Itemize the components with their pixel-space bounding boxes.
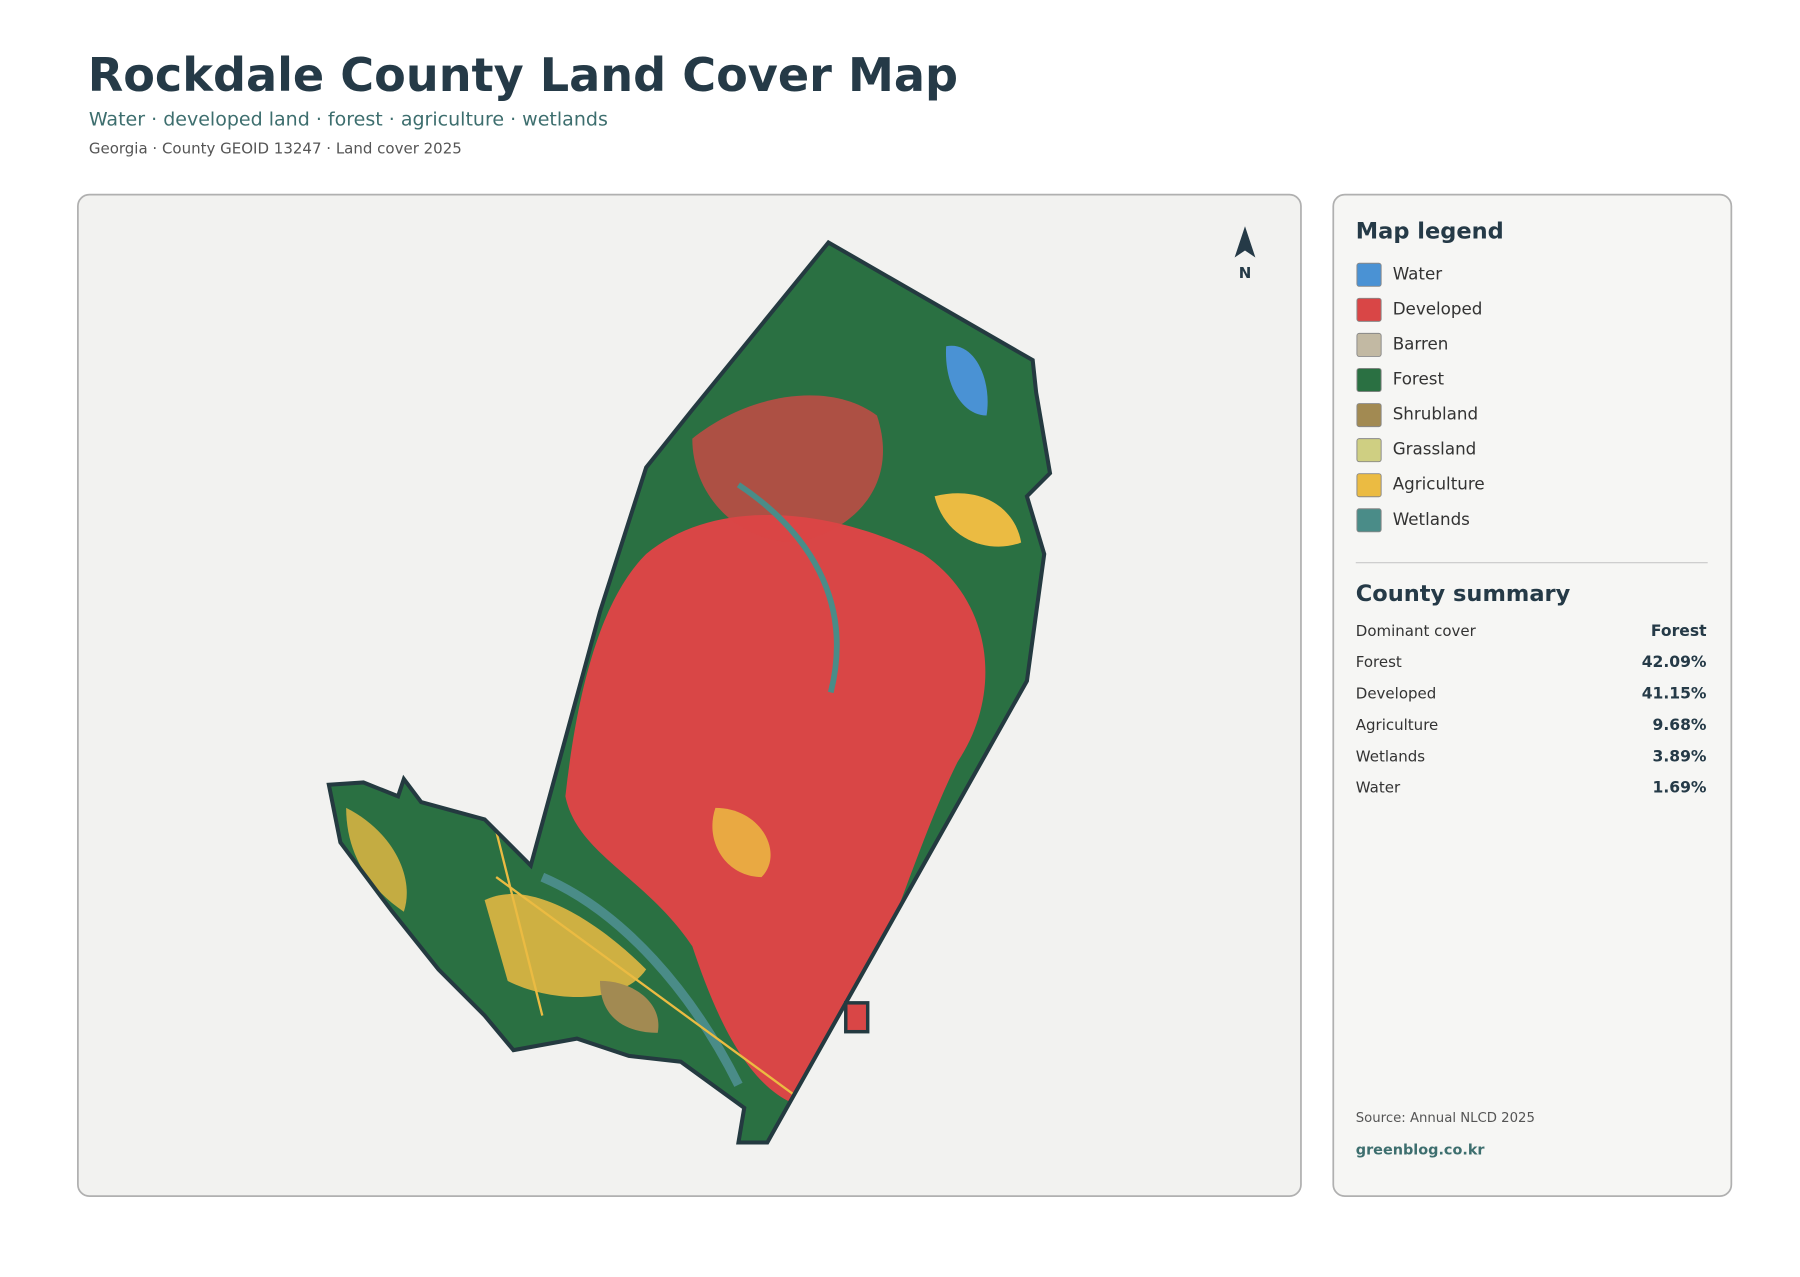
legend-swatch [1356, 473, 1382, 498]
summary-label: Developed [1356, 685, 1437, 703]
site: greenblog.co.kr [1356, 1143, 1486, 1159]
legend-label: Agriculture [1393, 474, 1485, 494]
legend-label: Shrubland [1393, 404, 1478, 424]
legend-swatch [1356, 262, 1382, 287]
legend-label: Developed [1393, 298, 1483, 318]
legend: Water Developed Barren Forest Shrubland Grass… [1356, 262, 1485, 533]
summary-value: 3.89% [1653, 747, 1707, 765]
legend-swatch [1356, 438, 1382, 463]
summary-title: County summary [1356, 581, 1571, 607]
summary-label: Dominant cover [1356, 622, 1477, 640]
legend-label: Wetlands [1393, 509, 1470, 529]
legend-label: Forest [1393, 369, 1445, 389]
summary-value: 42.09% [1642, 653, 1707, 671]
subtitle: Water · developed land · forest · agricu… [89, 109, 608, 131]
summary-label: Agriculture [1356, 716, 1439, 734]
title: Rockdale County Land Cover Map [88, 48, 958, 102]
summary-value: Forest [1651, 622, 1707, 640]
legend-swatch [1356, 508, 1382, 533]
source: Source: Annual NLCD 2025 [1356, 1111, 1535, 1126]
north-arrow [1234, 226, 1256, 258]
side-panel [1332, 193, 1733, 1197]
legend-swatch [1356, 332, 1382, 357]
summary-value: 1.69% [1653, 779, 1707, 797]
meta: Georgia · County GEOID 13247 · Land cove… [89, 140, 462, 158]
legend-label: Grassland [1393, 439, 1477, 459]
legend-label: Water [1393, 263, 1443, 283]
summary-label: Forest [1356, 653, 1402, 671]
county-outline [326, 239, 1053, 1145]
summary-value: 41.15% [1642, 685, 1707, 703]
county-exclave [844, 1001, 870, 1034]
legend-swatch [1356, 403, 1382, 428]
legend-swatch [1356, 297, 1382, 322]
north-label: N [1239, 264, 1252, 282]
summary-label: Water [1356, 779, 1401, 797]
legend-label: Barren [1393, 333, 1449, 353]
summary-label: Wetlands [1356, 747, 1425, 765]
legend-swatch [1356, 368, 1382, 393]
summary: Dominant cover Forest Forest 42.09% Develope… [1356, 622, 1707, 797]
legend-title: Map legend [1356, 219, 1504, 245]
summary-value: 9.68% [1653, 716, 1707, 734]
